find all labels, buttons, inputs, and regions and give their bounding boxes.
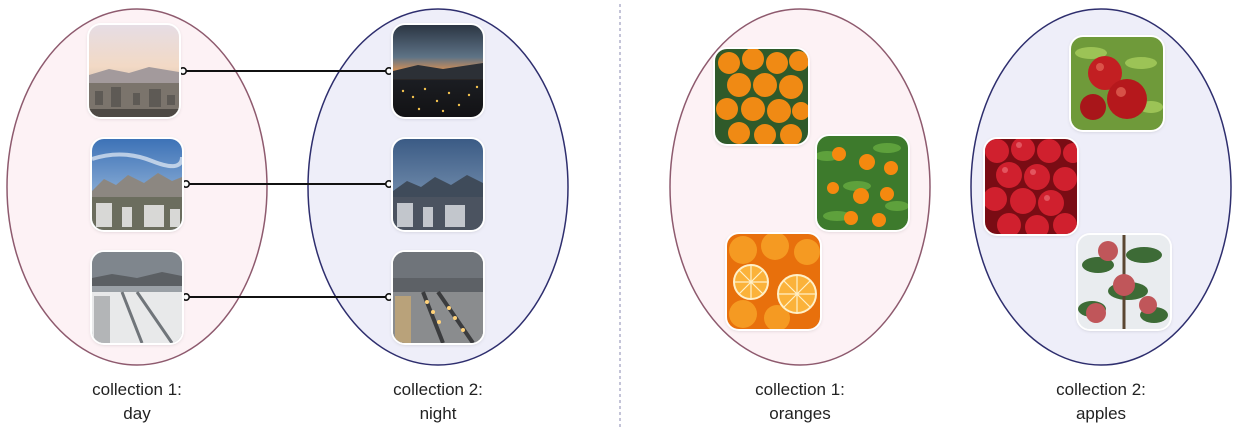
pair-connector-end-dot [384,180,393,189]
caption-line-2: night [419,404,457,423]
city-day-overview-image [89,25,179,117]
apples-on-tree-image [1078,235,1170,329]
red-apples-pile-image [985,139,1077,234]
collection-1-oranges-caption: collection 1: oranges [690,378,910,426]
snowy-road-day-image [92,252,182,343]
city-night-overview-image [393,25,483,117]
mountain-city-dusk-image [393,139,483,230]
mountain-city-day-image [92,139,182,230]
collection-1-day-caption: collection 1: day [27,378,247,426]
caption-line-2: day [123,404,151,423]
caption-line-1: collection 1: [755,380,845,399]
caption-line-2: oranges [769,404,831,423]
snowy-road-night-image [393,252,483,343]
pair-connector-start-dot [179,67,188,76]
red-apples-on-branch-image [1071,37,1163,130]
oranges-on-tree-image [817,136,908,230]
pair-connector-end-dot [384,67,393,76]
caption-line-2: apples [1075,404,1127,423]
pair-connector-end-dot [384,292,393,301]
oranges-pile-image [715,49,808,144]
oranges-sliced-image [727,234,820,329]
collection-2-apples-caption: collection 2: apples [991,378,1211,426]
pair-connector-start-dot [182,292,191,301]
pair-connector-start-dot [182,180,191,189]
caption-line-1: collection 1: [92,380,182,399]
caption-line-1: collection 2: [1056,380,1146,399]
collection-2-night-caption: collection 2: night [328,378,548,426]
caption-line-1: collection 2: [393,380,483,399]
